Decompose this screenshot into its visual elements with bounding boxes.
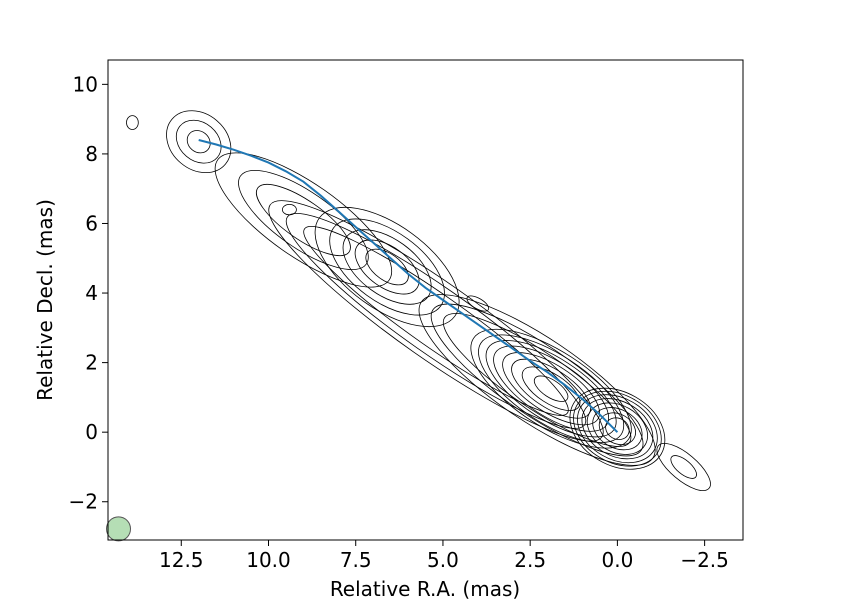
contour-9-1 (656, 443, 711, 491)
contour-2-0 (442, 313, 632, 447)
contour-2-1 (430, 303, 644, 457)
contour-1-2 (511, 358, 591, 419)
contour-1-5 (485, 340, 617, 438)
x-tick-label: 7.5 (340, 548, 372, 572)
contour-layer (126, 110, 711, 491)
y-tick-label: 0 (85, 420, 98, 444)
contour-5-2 (166, 110, 232, 174)
beam-ellipse (106, 516, 131, 542)
contour-4-0 (255, 183, 351, 257)
y-axis-ticks: −2 0 2 4 6 8 10 (69, 72, 108, 514)
y-tick-label: 2 (85, 351, 98, 375)
y-tick-label: −2 (69, 490, 98, 514)
y-tick-label: 10 (73, 72, 98, 96)
contour-3-0 (365, 248, 409, 286)
y-tick-label: 8 (85, 142, 98, 166)
contour-1-1 (521, 366, 581, 411)
beam-layer (106, 516, 131, 542)
contour-9-0 (670, 455, 697, 479)
contour-2-2 (418, 294, 656, 466)
x-tick-label: 0.0 (601, 548, 633, 572)
contour-8-0 (126, 115, 139, 130)
contour-5-0 (186, 130, 211, 154)
x-tick-label: 12.5 (159, 548, 204, 572)
contour-3-4 (314, 206, 460, 328)
contour-10-1 (285, 212, 587, 429)
contour-1-7 (470, 328, 632, 449)
contour-1-3 (502, 352, 600, 426)
contour-0-6 (573, 390, 662, 467)
y-tick-label: 4 (85, 281, 98, 305)
x-tick-label: 5.0 (427, 548, 459, 572)
x-tick-label: −2.5 (680, 548, 729, 572)
plot-frame (107, 59, 744, 541)
ridge-line-layer (198, 139, 619, 433)
contour-0-1 (598, 412, 636, 445)
x-axis-label: Relative R.A. (mas) (330, 577, 520, 600)
contour-4-2 (214, 152, 393, 288)
contour-3-3 (329, 218, 445, 316)
x-tick-label: 10.0 (246, 548, 291, 572)
contour-4-1 (238, 170, 369, 270)
contour-10-0 (303, 225, 569, 416)
contour-0-7 (569, 387, 666, 470)
contour-5-1 (175, 119, 222, 164)
contour-10-2 (268, 200, 604, 442)
y-tick-label: 6 (85, 211, 98, 235)
contour-3-1 (354, 239, 420, 295)
contour-1-0 (533, 375, 569, 402)
ridge-line (198, 139, 619, 433)
x-axis-ticks: 12.5 10.0 7.5 5.0 2.5 0.0 −2.5 (159, 540, 729, 572)
x-tick-label: 2.5 (514, 548, 546, 572)
contour-3-2 (342, 229, 432, 305)
y-axis-label: Relative Decl. (mas) (33, 199, 57, 401)
